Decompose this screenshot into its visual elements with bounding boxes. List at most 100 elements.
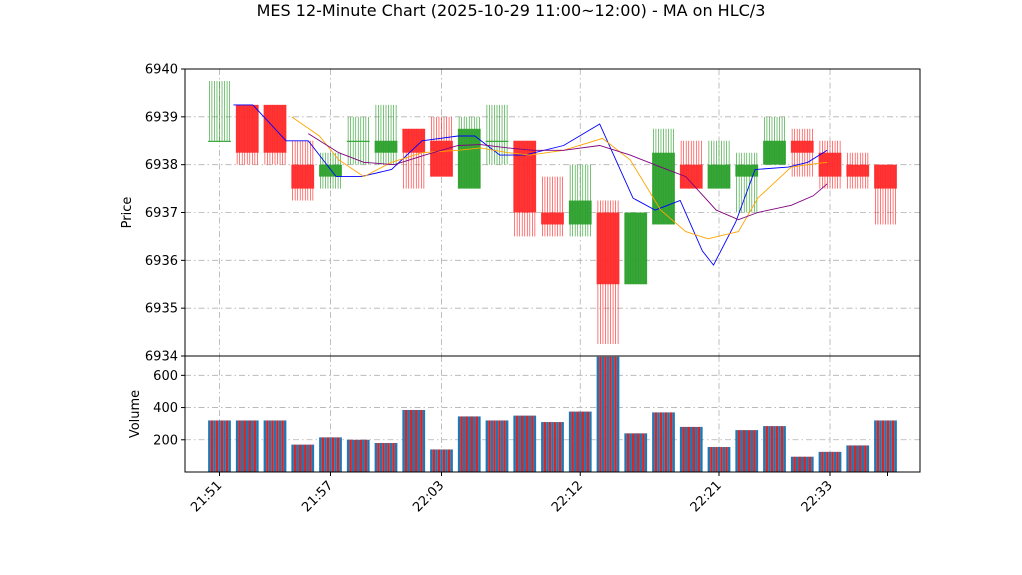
volume-bar-stripe [475, 416, 479, 472]
volume-bar [735, 430, 759, 472]
volume-bar-stripe [720, 447, 723, 472]
candle [624, 212, 648, 285]
volume-bar-stripe [218, 420, 221, 472]
volume-bar-stripe [543, 422, 547, 472]
candle [568, 164, 592, 237]
candle-body [457, 128, 481, 189]
volume-bar-stripe [364, 439, 368, 472]
volume-bar [568, 411, 592, 472]
volume-bar-stripe [435, 449, 438, 472]
volume-bar-stripe [695, 426, 698, 472]
volume-bar-stripe [876, 420, 880, 472]
volume-bar [790, 456, 814, 472]
volume-bar-stripe [367, 439, 370, 472]
volume-bar-stripe [657, 412, 660, 472]
volume-bar [263, 420, 287, 472]
volume-bar [346, 439, 370, 472]
volume-bar-stripe [440, 449, 443, 472]
volume-bar-stripe [478, 416, 481, 472]
volume-bar-stripe [339, 437, 342, 472]
volume-bar-stripe [629, 433, 632, 472]
volume-bar-stripe [488, 420, 491, 472]
volume-bar-stripe [311, 444, 315, 472]
volume-bar-stripe [450, 449, 453, 472]
volume-bar-stripe [402, 409, 405, 472]
volume-bar-stripe [584, 411, 587, 472]
volume-bar-stripe [415, 409, 418, 472]
volume-bar-stripe [634, 433, 638, 472]
volume-bar-stripe [664, 412, 668, 472]
volume-bar-stripe [639, 433, 643, 472]
volume-bar-stripe [213, 420, 216, 472]
volume-bar-stripe [392, 443, 395, 472]
volume-bar-stripe [513, 415, 516, 472]
volume-bar-stripe [457, 416, 461, 472]
volume-bar-stripe [586, 411, 590, 472]
volume-bar-stripe [755, 430, 759, 472]
volume-bar-stripe [578, 411, 582, 472]
volume-bar-stripe [826, 451, 829, 472]
volume-axis-label: Volume [128, 390, 143, 438]
candle-body [707, 164, 731, 189]
volume-bar-stripe [803, 456, 807, 472]
x-tick-label: 21:57 [299, 478, 336, 515]
volume-bar-stripe [528, 415, 532, 472]
volume-bar-stripe [493, 420, 496, 472]
x-axis: 21:51 21:57 22:03 22:12 22:21 22:33 [188, 472, 888, 515]
volume-bar [374, 443, 398, 472]
volume-bar-stripe [548, 422, 552, 472]
volume-bar-stripe [220, 420, 224, 472]
candle [457, 116, 481, 189]
volume-bar-stripe [667, 412, 670, 472]
volume-bar-stripe [384, 443, 388, 472]
volume-bar-stripe [687, 426, 690, 472]
x-tick-label: 22:33 [799, 478, 836, 515]
volume-bar-stripe [821, 451, 824, 472]
volume-bar-stripe [866, 445, 870, 472]
volume-bar-stripe [253, 420, 257, 472]
volume-bar-stripe [420, 409, 423, 472]
volume-bar-stripe [336, 437, 340, 472]
volume-bar [763, 426, 786, 472]
volume-tick-label: 200 [153, 433, 178, 448]
volume-bar-stripe [624, 433, 627, 472]
candle [707, 140, 731, 189]
volume-bar-stripe [306, 444, 310, 472]
volume-bar-stripe [599, 356, 602, 472]
volume-bar-stripe [710, 447, 713, 472]
volume-bar-stripe [631, 433, 635, 472]
volume-bar-stripe [356, 439, 360, 472]
candle-body [208, 140, 231, 142]
volume-bar-stripe [273, 420, 277, 472]
candle [541, 176, 564, 237]
volume-bar-stripe [309, 444, 312, 472]
volume-bar-stripe [581, 411, 585, 472]
volume-bar-stripe [753, 430, 756, 472]
volume-bar-stripe [268, 420, 272, 472]
volume-bar-stripe [523, 415, 527, 472]
volume-bar-stripe [889, 420, 892, 472]
volume-bar-stripe [495, 420, 499, 472]
volume-bar-stripe [422, 409, 426, 472]
volume-bar-stripe [377, 443, 380, 472]
volume-bar-stripe [407, 409, 410, 472]
candle [208, 80, 231, 142]
x-tick-label: 22:03 [410, 478, 447, 515]
volume-bar-stripe [864, 445, 867, 472]
volume-bar-stripe [745, 430, 749, 472]
volume-bar-stripe [553, 422, 557, 472]
volume-bar-stripe [637, 433, 640, 472]
volume-bar [624, 433, 648, 472]
price-tick-label: 6940 [145, 63, 178, 78]
volume-bar-stripe [304, 444, 307, 472]
volume-bar-stripe [256, 420, 259, 472]
volume-bar-stripe [851, 445, 854, 472]
volume-bar-stripe [606, 356, 610, 472]
candle-body [346, 140, 370, 142]
volume-bar-stripe [800, 456, 804, 472]
volume-bar-stripe [697, 426, 701, 472]
volume-bar [235, 420, 259, 472]
volume-bar-stripe [518, 415, 521, 472]
volume-bar-stripe [558, 422, 562, 472]
volume-bar-stripe [894, 420, 897, 472]
